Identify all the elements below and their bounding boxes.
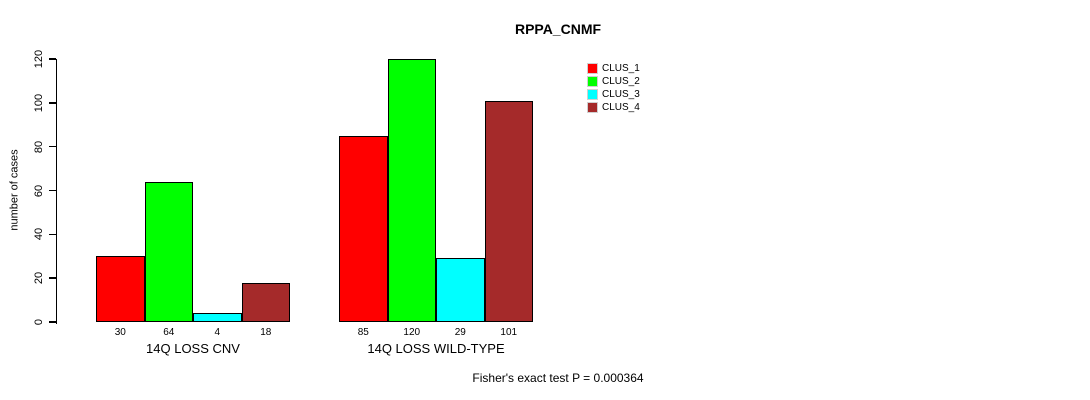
bar-clus_4-group2 xyxy=(484,100,533,322)
legend-item-label: CLUS_2 xyxy=(602,76,640,87)
y-axis-tick-label: 60 xyxy=(33,184,45,197)
y-axis-tick xyxy=(48,58,56,60)
y-axis-tick-label: 20 xyxy=(33,272,45,285)
legend-item-label: CLUS_4 xyxy=(602,102,640,113)
bar-value-label: 101 xyxy=(500,327,518,338)
y-axis-tick xyxy=(48,189,56,192)
legend: CLUS_1 CLUS_2 CLUS_3 CLUS_4 xyxy=(587,62,640,114)
chart-title: RPPA_CNMF xyxy=(514,21,602,37)
legend-item-label: CLUS_3 xyxy=(602,89,640,100)
bar-value-label: 18 xyxy=(260,327,272,338)
y-axis-tick-label: 40 xyxy=(33,228,45,241)
bar-clus_2-group2 xyxy=(387,59,436,322)
bar-value-label: 4 xyxy=(214,327,221,338)
x-axis-group-label: 14Q LOSS CNV xyxy=(146,341,240,356)
bar-clus_3-group2 xyxy=(436,258,485,322)
legend-item: CLUS_3 xyxy=(587,88,640,101)
bar-value-label: 64 xyxy=(163,327,175,338)
legend-item: CLUS_2 xyxy=(587,75,640,88)
y-axis-tick xyxy=(48,321,56,323)
stat-annotation: Fisher's exact test P = 0.000364 xyxy=(472,371,644,385)
legend-swatch-clus_1 xyxy=(587,63,598,74)
legend-swatch-clus_2 xyxy=(587,76,598,87)
y-axis-tick xyxy=(48,233,56,236)
y-axis-tick-label: 80 xyxy=(33,140,45,153)
bar-clus_2-group1 xyxy=(144,181,193,322)
bar-value-label: 30 xyxy=(114,327,126,338)
y-axis-tick-label: 100 xyxy=(33,93,45,113)
y-axis-tick xyxy=(48,102,56,104)
y-axis-tick xyxy=(48,145,56,148)
bar-value-label: 29 xyxy=(454,327,466,338)
y-axis-tick-label: 120 xyxy=(33,49,45,69)
bar-clus_4-group1 xyxy=(241,282,290,322)
legend-item: CLUS_4 xyxy=(587,101,640,114)
x-axis-group-label: 14Q LOSS WILD-TYPE xyxy=(367,341,505,356)
bar-clus_3-group1 xyxy=(193,313,242,322)
legend-item: CLUS_1 xyxy=(587,62,640,75)
y-axis-title: number of cases xyxy=(8,149,21,231)
legend-swatch-clus_3 xyxy=(587,89,598,100)
legend-swatch-clus_4 xyxy=(587,102,598,113)
y-axis-tick-label: 0 xyxy=(33,318,45,326)
bar-value-label: 85 xyxy=(357,327,369,338)
bar-value-label: 120 xyxy=(403,327,421,338)
y-axis-tick xyxy=(48,277,56,279)
legend-item-label: CLUS_1 xyxy=(602,63,640,74)
y-axis-line xyxy=(55,59,57,324)
bar-clus_1-group1 xyxy=(96,256,145,322)
bar-clus_1-group2 xyxy=(339,135,388,322)
